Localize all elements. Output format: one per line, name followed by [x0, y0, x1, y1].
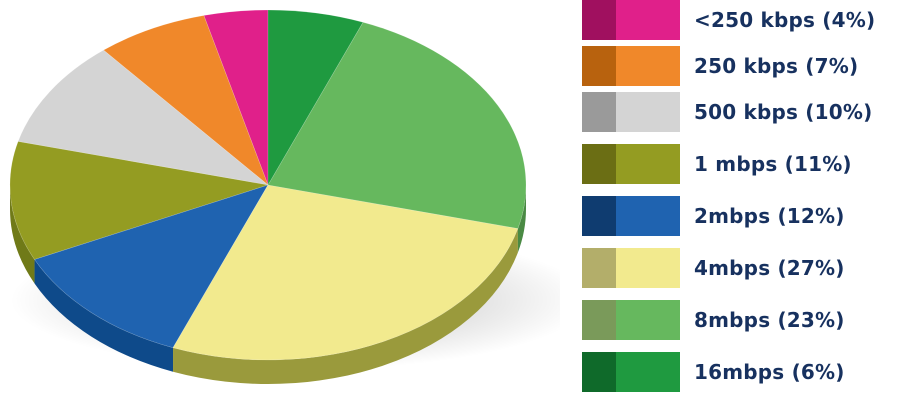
legend-swatch [582, 46, 680, 86]
legend-label: 250 kbps (7%) [694, 54, 859, 78]
legend-swatch-light [616, 300, 680, 340]
pie-slice [203, 9, 269, 186]
legend-label: 16mbps (6%) [694, 360, 845, 384]
legend-swatch-dark [582, 248, 616, 288]
pie-slice [9, 141, 269, 260]
legend-swatch-light [616, 196, 680, 236]
legend-label: 8mbps (23%) [694, 308, 845, 332]
legend-swatch-light [616, 144, 680, 184]
legend-swatch [582, 0, 680, 40]
legend-label: 4mbps (27%) [694, 256, 845, 280]
pie-chart-svg [9, 9, 560, 384]
legend-swatch-light [616, 0, 680, 40]
legend-swatch [582, 92, 680, 132]
pie-slices [9, 9, 527, 361]
pie-slice [103, 15, 269, 186]
legend-swatch-light [616, 352, 680, 392]
legend-swatch-dark [582, 92, 616, 132]
legend-swatch-dark [582, 144, 616, 184]
pie-slice [172, 184, 519, 361]
legend-swatch [582, 144, 680, 184]
pie-slice [17, 49, 270, 186]
pie-slice-side [517, 185, 526, 253]
legend-label: 500 kbps (10%) [694, 100, 873, 124]
pie-sides [10, 185, 526, 384]
pie-slice-side [10, 185, 35, 284]
legend-swatch [582, 352, 680, 392]
legend-item: 16mbps (6%) [582, 352, 902, 392]
legend-swatch-light [616, 92, 680, 132]
legend-item: 250 kbps (7%) [582, 46, 902, 86]
legend-swatch-dark [582, 352, 616, 392]
pie-slice [267, 21, 527, 229]
legend-swatch [582, 248, 680, 288]
pie-slice-side [34, 259, 174, 372]
legend-item: 4mbps (27%) [582, 248, 902, 288]
legend-item: 1 mbps (11%) [582, 144, 902, 184]
pie-slice-side [173, 228, 518, 384]
legend-label: <250 kbps (4%) [694, 8, 876, 32]
legend-item: 8mbps (23%) [582, 300, 902, 340]
legend-swatch-dark [582, 300, 616, 340]
legend-swatch-dark [582, 46, 616, 86]
legend-swatch [582, 300, 680, 340]
legend-label: 1 mbps (11%) [694, 152, 852, 176]
legend-item: 2mbps (12%) [582, 196, 902, 236]
pie-slice [267, 9, 364, 187]
legend-item: <250 kbps (4%) [582, 0, 902, 40]
legend-label: 2mbps (12%) [694, 204, 845, 228]
pie-slice [34, 184, 269, 349]
legend-item: 500 kbps (10%) [582, 92, 902, 132]
legend-swatch [582, 196, 680, 236]
legend-swatch-dark [582, 196, 616, 236]
legend-swatch-light [616, 46, 680, 86]
legend-swatch-light [616, 248, 680, 288]
legend-swatch-dark [582, 0, 616, 40]
